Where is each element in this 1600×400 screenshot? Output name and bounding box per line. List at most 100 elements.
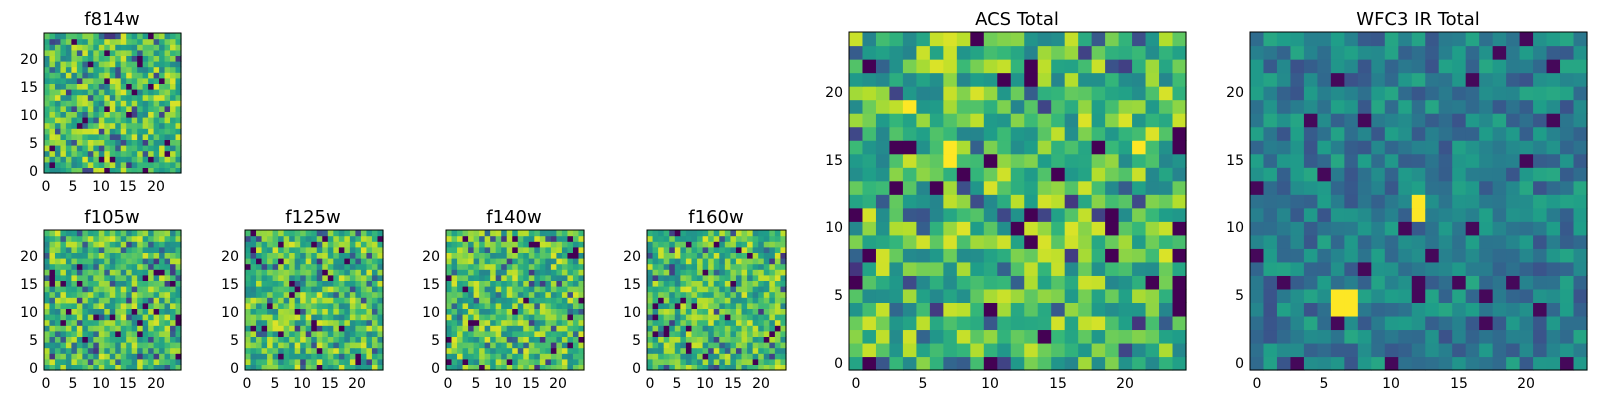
- heatmap-cell: [153, 150, 160, 157]
- heatmap-cell: [758, 347, 765, 354]
- heatmap-cell: [1398, 288, 1413, 303]
- heatmap-cell: [164, 269, 171, 276]
- heatmap-cell: [523, 274, 530, 281]
- heatmap-cell: [131, 230, 138, 237]
- heatmap-cell: [366, 358, 373, 365]
- heatmap-cell: [142, 83, 149, 90]
- heatmap-cell: [272, 291, 279, 298]
- heatmap-cell: [1465, 45, 1480, 60]
- heatmap-cell: [344, 246, 351, 253]
- heatmap-cell: [272, 297, 279, 304]
- heatmap-cell: [82, 353, 89, 360]
- heatmap-cell: [929, 315, 944, 331]
- heatmap-cell: [267, 330, 274, 337]
- heatmap-cell: [153, 167, 160, 174]
- heatmap-cell: [769, 263, 776, 270]
- heatmap-cell: [164, 263, 171, 270]
- heatmap-cell: [1519, 86, 1534, 101]
- heatmap-cell: [741, 291, 748, 298]
- heatmap-cell: [1398, 59, 1413, 74]
- heatmap-cell: [758, 246, 765, 253]
- heatmap-cell: [446, 246, 453, 253]
- heatmap-cell: [1303, 234, 1318, 249]
- heatmap-cell: [1064, 234, 1079, 249]
- x-tick-label: 20: [549, 376, 567, 392]
- heatmap-cell: [774, 280, 782, 287]
- heatmap-cell: [131, 49, 138, 56]
- heatmap-cell: [338, 241, 345, 248]
- heatmap-cell: [377, 353, 384, 360]
- heatmap-cell: [267, 280, 274, 287]
- heatmap-cell: [76, 94, 83, 101]
- heatmap-cell: [1479, 288, 1494, 303]
- heatmap-cell: [82, 49, 89, 56]
- heatmap-cell: [175, 364, 182, 371]
- heatmap-cell: [371, 280, 379, 287]
- heatmap-cell: [697, 286, 704, 293]
- heatmap-cell: [93, 128, 100, 135]
- heatmap-cell: [1303, 315, 1318, 331]
- heatmap-cell: [495, 308, 502, 315]
- heatmap-cell: [849, 153, 864, 168]
- heatmap-cell: [534, 286, 541, 293]
- y-tick-label: 15: [221, 277, 239, 293]
- heatmap-cell: [1145, 261, 1160, 276]
- heatmap-cell: [685, 302, 693, 309]
- heatmap-cell: [556, 319, 563, 326]
- heatmap-cell: [506, 258, 513, 265]
- heatmap-cell: [148, 94, 155, 101]
- heatmap-cell: [512, 330, 519, 337]
- heatmap-cell: [131, 89, 138, 96]
- heatmap-cell: [305, 246, 312, 253]
- heatmap-cell: [1452, 234, 1467, 249]
- heatmap-cell: [512, 302, 519, 309]
- heatmap-cell: [289, 319, 296, 326]
- heatmap-cell: [1132, 302, 1147, 317]
- heatmap-cell: [159, 55, 166, 62]
- heatmap-cell: [484, 358, 491, 365]
- heatmap-cell: [316, 342, 323, 349]
- heatmap-cell: [556, 314, 563, 321]
- heatmap-cell: [730, 297, 737, 304]
- heatmap-cell: [1357, 234, 1372, 249]
- x-tick-label: 5: [69, 179, 78, 195]
- heatmap-cell: [506, 319, 513, 326]
- heatmap-cell: [115, 286, 122, 293]
- heatmap-cell: [44, 61, 51, 68]
- heatmap-cell: [76, 66, 83, 73]
- heatmap-cell: [142, 230, 149, 237]
- heatmap-cell: [349, 246, 356, 253]
- heatmap-cell: [377, 286, 384, 293]
- heatmap-cell: [305, 347, 312, 354]
- heatmap-cell: [752, 286, 759, 293]
- heatmap-cell: [104, 297, 111, 304]
- heatmap-cell: [1452, 167, 1467, 182]
- heatmap-cell: [523, 286, 530, 293]
- heatmap-cell: [680, 235, 687, 242]
- heatmap-cell: [349, 336, 356, 343]
- heatmap-cell: [316, 297, 323, 304]
- heatmap-cell: [109, 111, 116, 118]
- heatmap-cell: [647, 235, 654, 242]
- heatmap-cell: [71, 33, 78, 40]
- heatmap-cell: [294, 330, 301, 337]
- heatmap-cell: [1371, 315, 1386, 331]
- heatmap-cell: [1303, 45, 1318, 60]
- heatmap-cell: [506, 269, 513, 276]
- heatmap-cell: [1159, 194, 1174, 209]
- heatmap-cell: [159, 139, 166, 146]
- heatmap-cell: [366, 235, 373, 242]
- heatmap-cell: [82, 128, 89, 135]
- heatmap-cell: [724, 330, 731, 337]
- heatmap-cell: [1172, 329, 1187, 344]
- heatmap-cell: [567, 364, 574, 371]
- heatmap-cell: [763, 269, 770, 276]
- heatmap-cell: [44, 105, 51, 112]
- heatmap-cell: [93, 117, 100, 124]
- heatmap-cell: [87, 246, 94, 253]
- heatmap-cell: [164, 55, 171, 62]
- heatmap-cell: [98, 330, 105, 337]
- heatmap-cell: [769, 308, 776, 315]
- heatmap-cell: [278, 364, 285, 371]
- x-tick-label: 10: [494, 376, 512, 392]
